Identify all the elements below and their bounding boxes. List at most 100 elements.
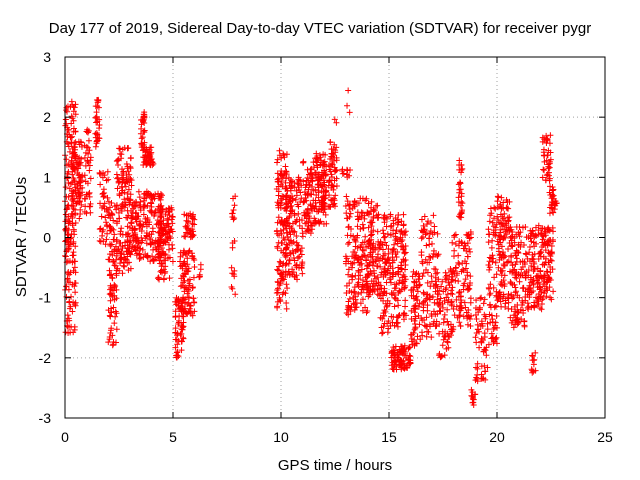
data-point — [362, 304, 369, 311]
data-point — [173, 336, 180, 343]
data-point — [544, 268, 551, 275]
data-point — [278, 218, 285, 225]
data-point — [549, 201, 556, 208]
data-point — [298, 251, 305, 258]
data-point — [497, 293, 504, 300]
data-point — [122, 183, 129, 190]
data-point — [444, 318, 451, 325]
data-point — [121, 180, 128, 187]
data-point — [66, 271, 73, 278]
data-point — [474, 360, 481, 367]
y-tick-label: 1 — [43, 169, 51, 185]
data-point — [286, 228, 293, 235]
data-point — [402, 312, 409, 319]
data-point — [537, 268, 544, 275]
data-point — [402, 282, 409, 289]
data-point — [64, 312, 71, 319]
data-point — [182, 263, 189, 270]
data-point — [434, 230, 441, 237]
data-point — [388, 222, 395, 229]
data-point — [119, 245, 126, 252]
data-point — [278, 199, 285, 206]
data-point — [278, 154, 285, 161]
data-point — [70, 108, 77, 115]
data-point — [402, 261, 409, 268]
data-point — [229, 210, 236, 217]
data-point — [352, 243, 359, 250]
data-point — [502, 228, 509, 235]
data-point — [114, 174, 121, 181]
data-point — [65, 126, 72, 133]
data-point — [460, 245, 467, 252]
data-point — [383, 242, 390, 249]
data-point — [485, 262, 492, 269]
data-point — [396, 277, 403, 284]
data-point — [415, 270, 422, 277]
data-point — [423, 221, 430, 228]
data-point — [359, 296, 366, 303]
data-point — [389, 265, 396, 272]
data-point — [478, 320, 485, 327]
data-point — [299, 159, 306, 166]
data-point — [229, 240, 236, 246]
data-point — [474, 365, 481, 372]
data-point — [71, 283, 78, 290]
data-point — [358, 289, 365, 296]
data-point — [345, 311, 352, 318]
x-tick-label: 20 — [489, 429, 505, 445]
data-point — [423, 230, 430, 237]
data-point — [531, 250, 538, 257]
data-point — [355, 290, 362, 297]
data-point — [512, 284, 519, 291]
data-point — [380, 312, 387, 319]
data-point — [380, 323, 387, 330]
data-point — [359, 239, 366, 246]
data-point — [418, 216, 425, 223]
data-point — [141, 202, 148, 209]
data-point — [447, 332, 454, 339]
data-point — [100, 186, 107, 193]
data-point — [124, 214, 131, 221]
data-point — [460, 267, 467, 274]
data-point — [446, 273, 453, 280]
data-point — [473, 364, 480, 371]
data-point — [291, 257, 298, 264]
data-point — [522, 272, 529, 279]
data-point — [108, 241, 115, 248]
data-point — [174, 330, 181, 337]
data-point — [370, 246, 377, 253]
data-point — [131, 203, 138, 210]
data-point — [398, 218, 405, 225]
data-point — [63, 193, 70, 200]
data-point — [467, 273, 474, 280]
data-point — [127, 196, 134, 203]
data-point — [83, 191, 90, 198]
data-point — [438, 283, 445, 290]
data-point — [498, 233, 505, 240]
data-point — [508, 306, 515, 313]
data-point — [407, 287, 414, 294]
data-point — [461, 299, 468, 306]
data-point — [283, 193, 290, 200]
data-point — [288, 225, 295, 232]
data-point — [539, 232, 546, 239]
data-point — [157, 238, 164, 245]
data-point — [315, 189, 322, 196]
data-point — [277, 181, 284, 188]
data-point — [543, 172, 550, 179]
data-point — [451, 247, 458, 254]
data-point — [103, 219, 110, 226]
data-point — [387, 279, 394, 286]
data-point — [118, 254, 125, 261]
data-point — [437, 308, 444, 315]
data-point — [96, 170, 103, 177]
data-point — [104, 168, 111, 175]
data-point — [489, 237, 496, 244]
data-point — [487, 212, 494, 219]
data-point — [483, 352, 490, 359]
data-point — [452, 241, 459, 248]
data-point — [121, 144, 128, 151]
data-point — [156, 219, 163, 226]
data-point — [492, 319, 499, 326]
data-point — [350, 249, 357, 256]
